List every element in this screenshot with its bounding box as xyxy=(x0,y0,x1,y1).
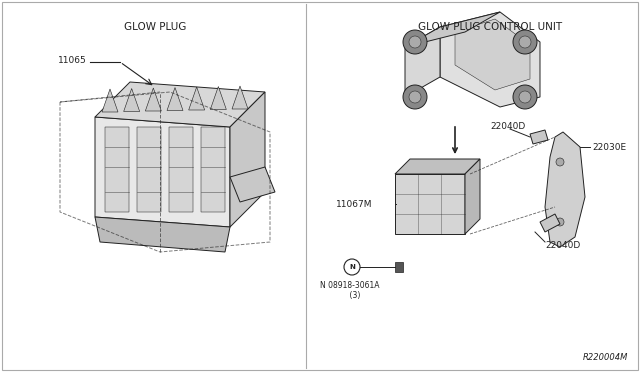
Polygon shape xyxy=(232,86,248,109)
Text: 22040D: 22040D xyxy=(490,122,525,131)
Circle shape xyxy=(513,30,537,54)
Text: N 08918-3061A
    (3): N 08918-3061A (3) xyxy=(320,281,380,301)
Circle shape xyxy=(403,85,427,109)
Circle shape xyxy=(409,91,421,103)
Text: 11065: 11065 xyxy=(58,55,87,64)
Circle shape xyxy=(409,36,421,48)
Polygon shape xyxy=(545,132,585,247)
Circle shape xyxy=(344,259,360,275)
Polygon shape xyxy=(211,87,227,109)
Polygon shape xyxy=(440,12,540,107)
Polygon shape xyxy=(189,87,205,110)
Polygon shape xyxy=(465,159,480,234)
Polygon shape xyxy=(167,87,183,110)
Text: R220004M: R220004M xyxy=(582,353,628,362)
Polygon shape xyxy=(455,19,530,90)
Circle shape xyxy=(556,218,564,226)
Circle shape xyxy=(403,30,427,54)
Polygon shape xyxy=(102,89,118,112)
Text: N: N xyxy=(349,264,355,270)
Text: GLOW PLUG CONTROL UNIT: GLOW PLUG CONTROL UNIT xyxy=(418,22,562,32)
Bar xyxy=(201,127,225,212)
Polygon shape xyxy=(95,217,230,252)
Text: 22030E: 22030E xyxy=(592,142,626,151)
Polygon shape xyxy=(145,88,161,111)
Polygon shape xyxy=(395,159,480,174)
Polygon shape xyxy=(95,117,230,227)
Circle shape xyxy=(519,36,531,48)
Bar xyxy=(105,127,129,212)
Polygon shape xyxy=(95,82,265,127)
Text: 22040D: 22040D xyxy=(545,241,580,250)
Polygon shape xyxy=(395,174,465,234)
Bar xyxy=(395,262,403,272)
Circle shape xyxy=(556,158,564,166)
Text: 11067M: 11067M xyxy=(336,199,372,208)
Circle shape xyxy=(513,85,537,109)
Polygon shape xyxy=(530,130,548,144)
Circle shape xyxy=(519,91,531,103)
Text: GLOW PLUG: GLOW PLUG xyxy=(124,22,186,32)
Polygon shape xyxy=(540,214,560,232)
Bar xyxy=(169,127,193,212)
Polygon shape xyxy=(405,12,500,47)
Polygon shape xyxy=(230,167,275,202)
Polygon shape xyxy=(230,92,265,227)
Polygon shape xyxy=(405,27,440,97)
Polygon shape xyxy=(124,89,140,112)
Bar xyxy=(137,127,161,212)
